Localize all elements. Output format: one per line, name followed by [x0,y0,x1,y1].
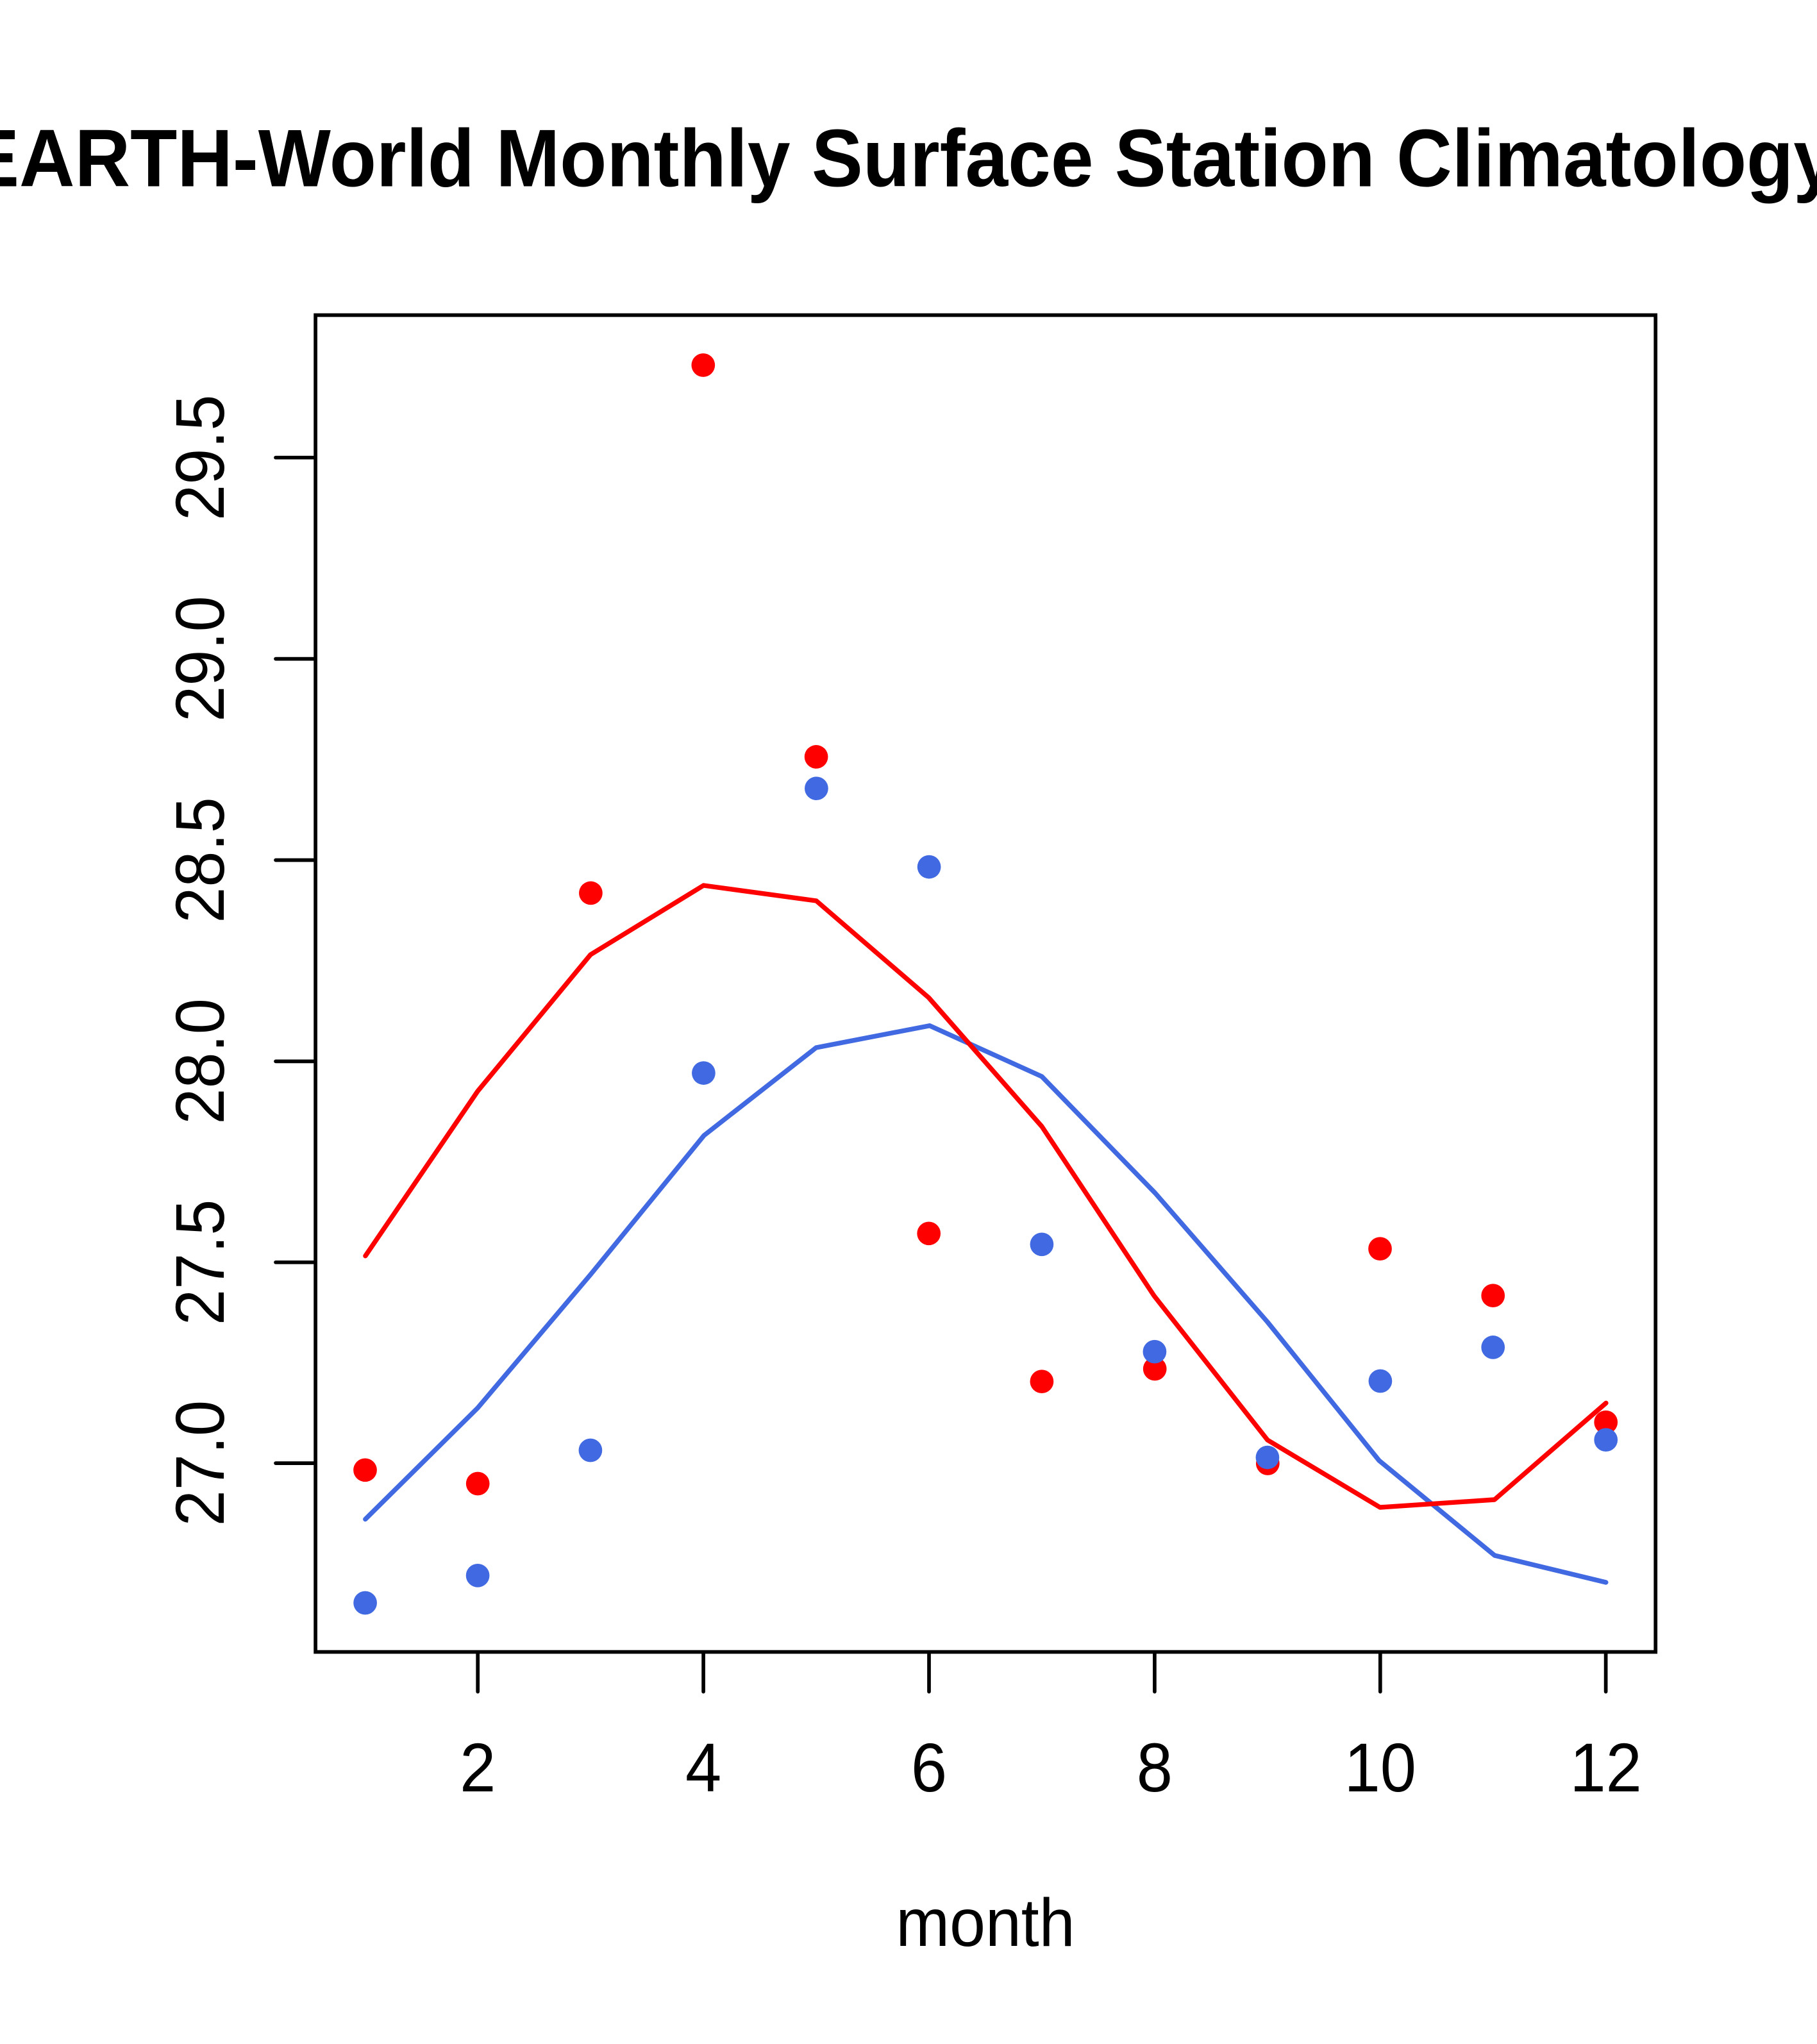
svg-text:6: 6 [911,1729,947,1806]
svg-text:10: 10 [1344,1729,1416,1806]
svg-text:27.5: 27.5 [161,1200,239,1326]
svg-text:29.5: 29.5 [161,394,239,521]
svg-text:29.0: 29.0 [161,596,239,722]
svg-text:28.0: 28.0 [161,998,239,1125]
svg-text:8: 8 [1137,1729,1173,1806]
svg-text:2: 2 [460,1729,496,1806]
svg-text:27.0: 27.0 [161,1400,239,1527]
svg-text:28.5: 28.5 [161,797,239,923]
svg-text:EARTH-World Monthly Surface St: EARTH-World Monthly Surface Station Clim… [0,113,1817,204]
svg-text:month: month [896,1885,1075,1961]
svg-text:4: 4 [685,1729,721,1806]
svg-text:12: 12 [1570,1729,1641,1806]
